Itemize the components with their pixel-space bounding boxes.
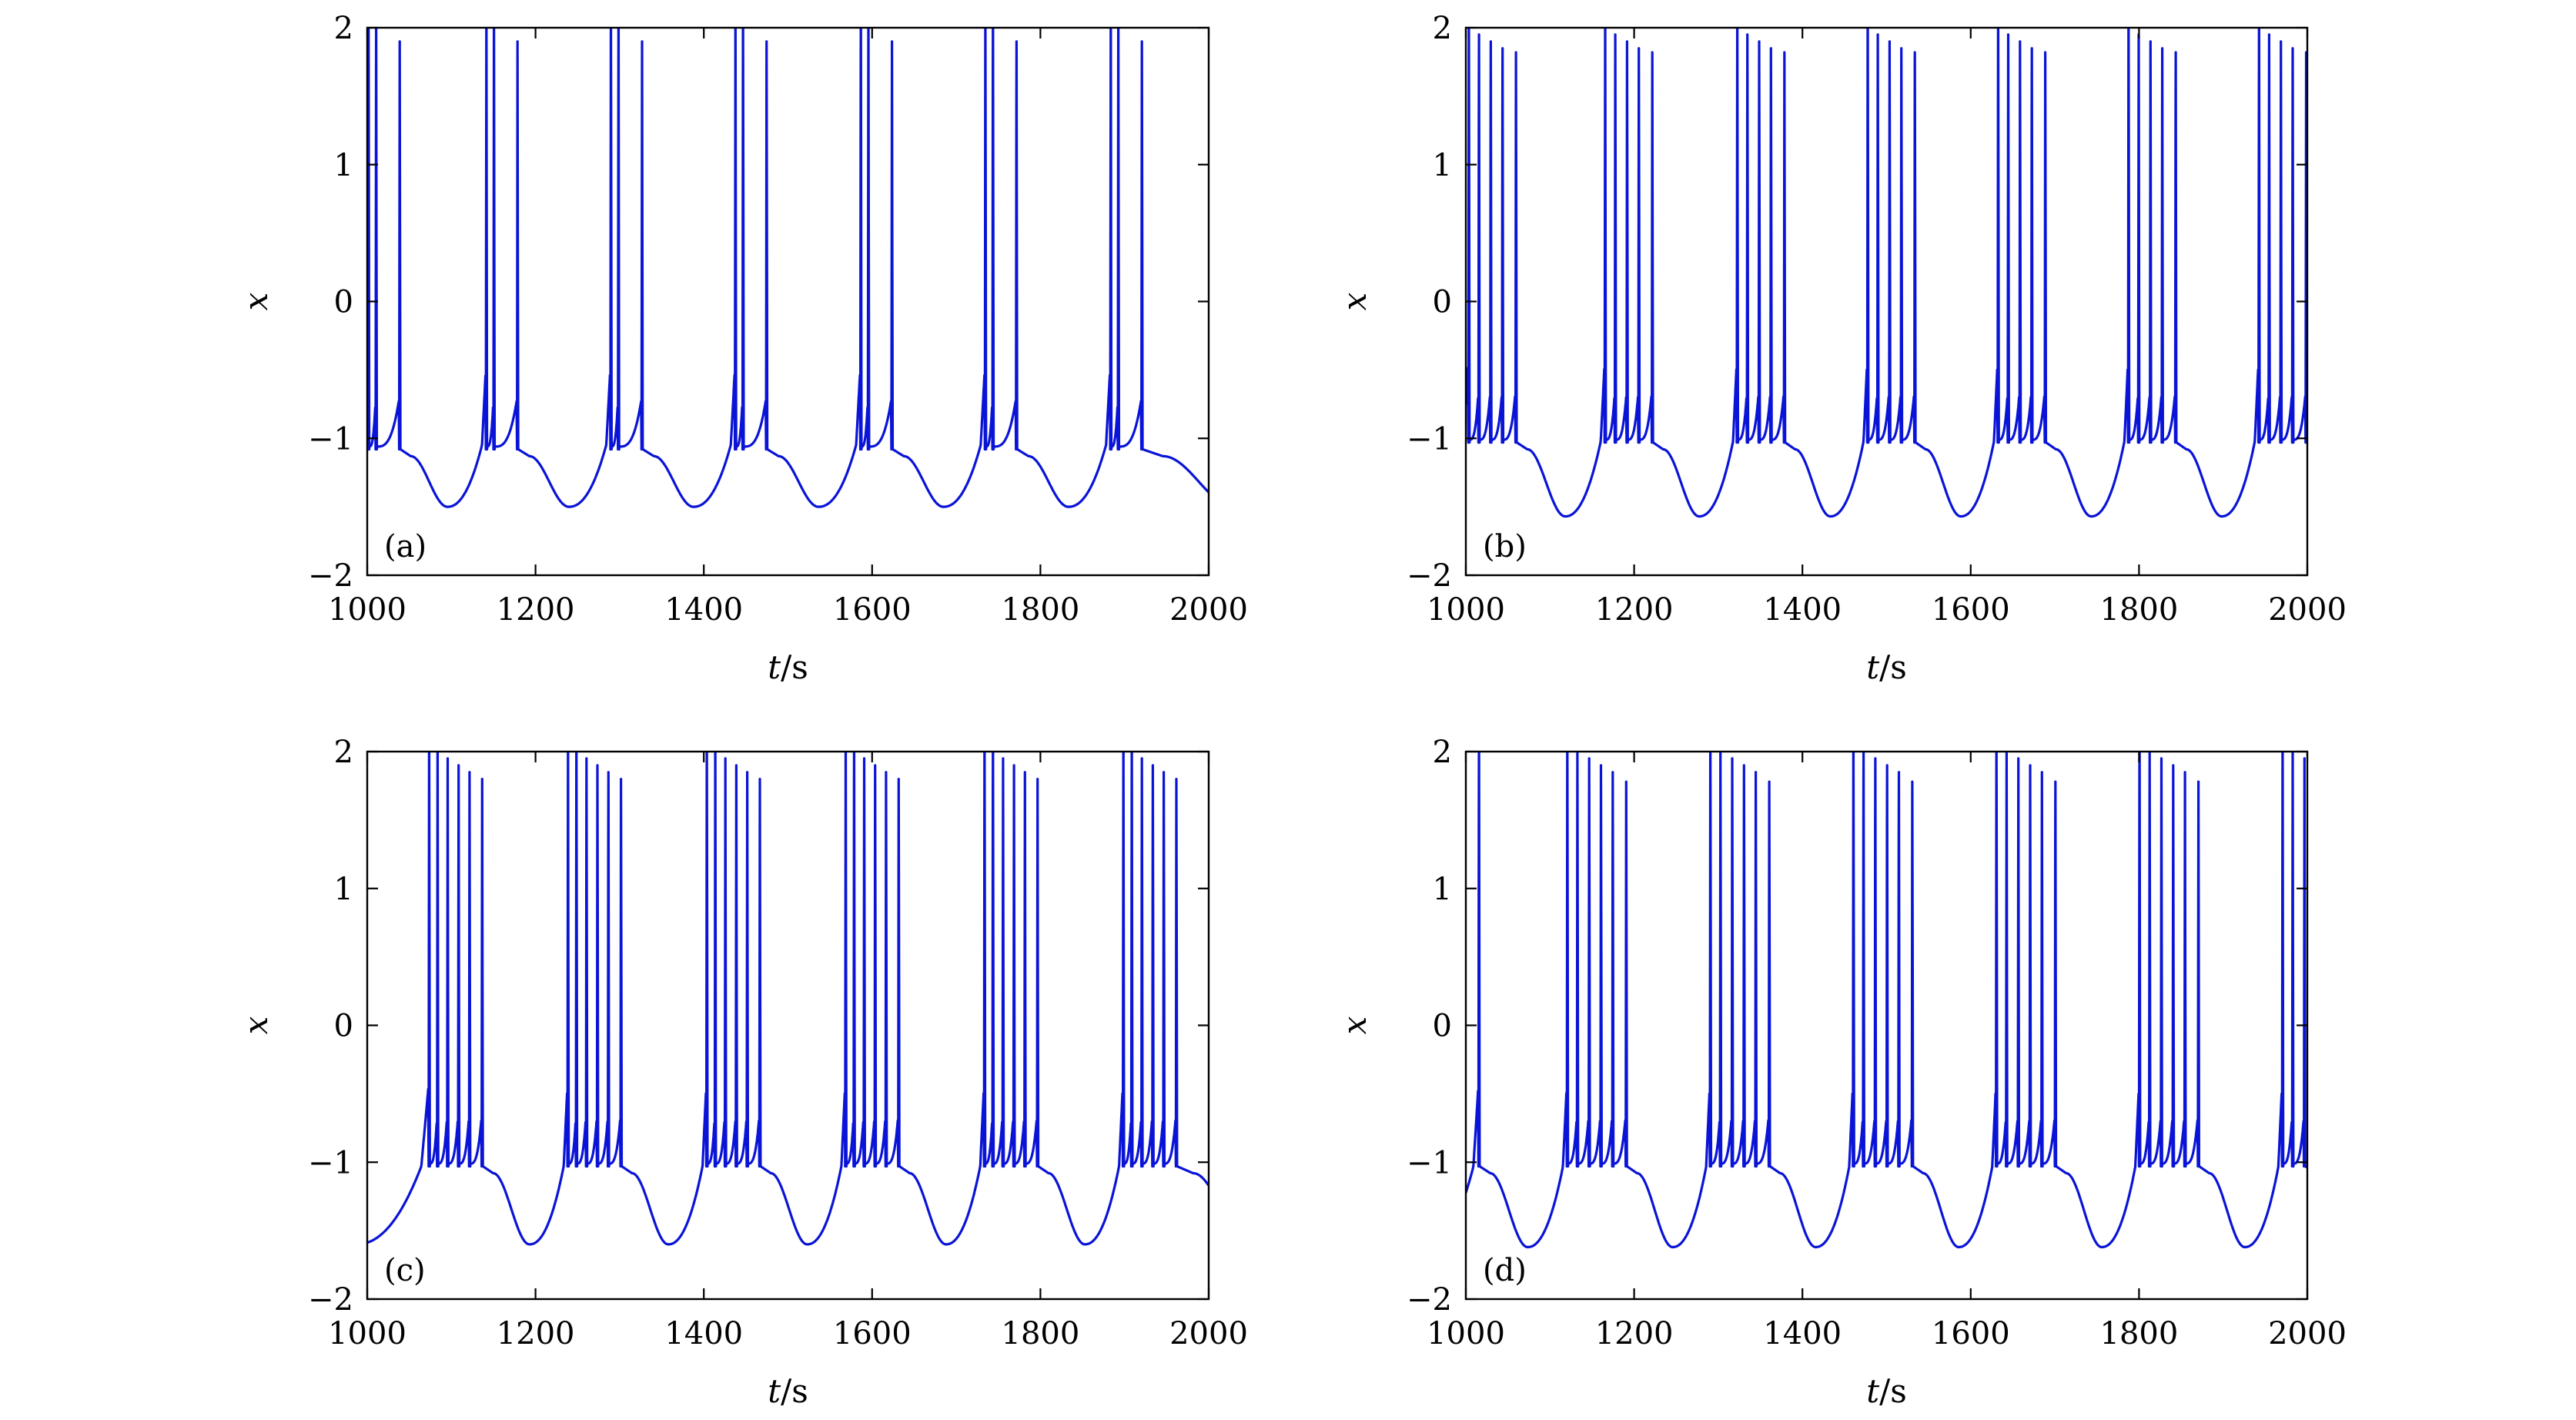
y-tick-label: −1 xyxy=(308,421,353,457)
series-line xyxy=(1466,752,2307,1249)
x-tick-label: 1600 xyxy=(1932,1316,2010,1351)
y-tick-label: −1 xyxy=(1407,421,1452,457)
y-tick-label: 0 xyxy=(1433,1009,1452,1044)
y-tick-label: 2 xyxy=(334,735,353,770)
x-tick-label: 1400 xyxy=(1763,592,1842,628)
x-axis-label: t/s xyxy=(768,648,808,686)
x-tick-label: 1400 xyxy=(664,1316,743,1351)
y-tick-label: 0 xyxy=(334,285,353,320)
x-tick-label: 2000 xyxy=(1169,592,1248,628)
y-axis-label: x xyxy=(1336,292,1373,310)
y-tick-label: 2 xyxy=(334,11,353,46)
panel-label: (d) xyxy=(1483,1253,1527,1288)
x-axis-label: t/s xyxy=(768,1372,808,1410)
x-tick-label: 1800 xyxy=(1002,592,1080,628)
x-tick-label: 1000 xyxy=(328,592,406,628)
y-tick-label: 1 xyxy=(1433,148,1452,183)
plot-frame xyxy=(1464,26,2309,577)
y-tick-label: −1 xyxy=(308,1145,353,1181)
x-axis-label: t/s xyxy=(1866,648,1907,686)
x-tick-label: 1600 xyxy=(1932,592,2010,628)
x-tick-label: 1600 xyxy=(833,592,912,628)
y-tick-label: 1 xyxy=(334,148,353,183)
panel-d: 1000 1200 1400 1600 1800 2000 −2 −1 0 1 2 t/s x (d) xyxy=(1336,735,2347,1410)
x-tick-label: 2000 xyxy=(2268,592,2347,628)
y-tick-label: −1 xyxy=(1407,1145,1452,1181)
panel-a: 1000 1200 1400 1600 1800 2000 −2 −1 0 1 2 t/s x (a) xyxy=(237,11,1248,686)
x-tick-label: 1000 xyxy=(1427,592,1505,628)
y-axis-label: x xyxy=(1336,1016,1373,1034)
y-tick-label: −2 xyxy=(1407,1282,1452,1318)
series-line xyxy=(1466,28,2307,518)
panel-c: 1000 1200 1400 1600 1800 2000 −2 −1 0 1 2 t/s x (c) xyxy=(237,735,1248,1410)
y-tick-label: 0 xyxy=(1433,285,1452,320)
x-tick-label: 1600 xyxy=(833,1316,912,1351)
y-tick-label: −2 xyxy=(1407,558,1452,594)
series-line xyxy=(367,752,1209,1246)
x-tick-label: 1800 xyxy=(1002,1316,1080,1351)
x-tick-label: 1200 xyxy=(1595,592,1674,628)
series-line xyxy=(367,28,1209,508)
x-tick-label: 2000 xyxy=(2268,1316,2347,1351)
x-tick-label: 1800 xyxy=(2100,592,2179,628)
y-tick-label: 0 xyxy=(334,1009,353,1044)
x-axis-label: t/s xyxy=(1866,1372,1907,1410)
x-tick-label: 1200 xyxy=(1595,1316,1674,1351)
panel-b: 1000 1200 1400 1600 1800 2000 −2 −1 0 1 2 t/s x (b) xyxy=(1336,11,2347,686)
x-tick-label: 1000 xyxy=(328,1316,406,1351)
y-tick-label: −2 xyxy=(308,1282,353,1318)
y-tick-label: 1 xyxy=(334,872,353,907)
y-tick-label: 2 xyxy=(1433,735,1452,770)
y-axis-label: x xyxy=(237,292,275,310)
plot-frame xyxy=(366,750,1210,1301)
x-tick-label: 2000 xyxy=(1169,1316,1248,1351)
x-tick-label: 1400 xyxy=(1763,1316,1842,1351)
y-axis-label: x xyxy=(237,1016,275,1034)
x-tick-label: 1800 xyxy=(2100,1316,2179,1351)
x-tick-label: 1400 xyxy=(664,592,743,628)
panel-label: (a) xyxy=(384,529,427,564)
x-tick-label: 1200 xyxy=(497,1316,575,1351)
y-tick-label: 1 xyxy=(1433,872,1452,907)
x-tick-label: 1200 xyxy=(497,592,575,628)
panel-label: (c) xyxy=(384,1253,426,1288)
panel-label: (b) xyxy=(1483,529,1527,564)
x-tick-label: 1000 xyxy=(1427,1316,1505,1351)
y-tick-label: −2 xyxy=(308,558,353,594)
y-tick-label: 2 xyxy=(1433,11,1452,46)
